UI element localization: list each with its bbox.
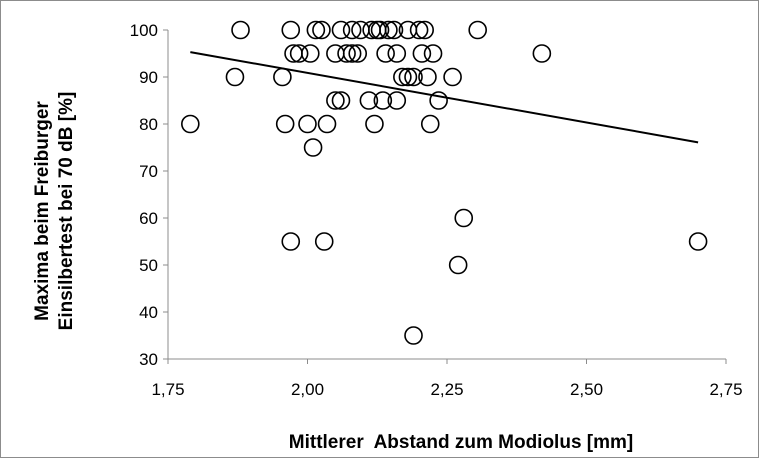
y-tick-label: 100 — [130, 21, 158, 40]
data-point — [225, 67, 245, 87]
y-ticks: 30 40 50 60 70 80 90 100 — [130, 21, 168, 369]
data-point — [281, 20, 301, 40]
data-point — [312, 20, 331, 40]
data-point — [393, 67, 412, 87]
data-point — [384, 20, 404, 40]
data-point — [448, 255, 468, 275]
data-point — [423, 44, 443, 63]
data-point — [443, 67, 462, 87]
data-point — [415, 20, 434, 40]
data-point — [306, 20, 326, 40]
y-tick-label: 80 — [139, 115, 158, 134]
data-point — [420, 114, 440, 134]
data-point — [409, 20, 429, 40]
y-axis-title: Maxima beim Freiburger Einsilbertest bei… — [32, 92, 77, 331]
data-point — [326, 91, 345, 110]
data-point — [337, 44, 356, 63]
data-point — [387, 44, 407, 63]
data-point — [688, 232, 708, 251]
data-point — [317, 114, 337, 134]
data-point — [468, 20, 487, 40]
axes — [167, 30, 726, 360]
data-point — [275, 114, 295, 134]
data-point — [331, 91, 351, 110]
data-point — [331, 20, 351, 40]
data-point — [373, 91, 393, 110]
data-point — [454, 208, 474, 228]
y-tick-label: 90 — [139, 68, 158, 87]
data-point — [181, 114, 200, 134]
data-point — [404, 326, 423, 345]
data-point — [387, 91, 407, 110]
data-point — [342, 44, 362, 63]
data-point — [281, 232, 301, 251]
data-point — [289, 44, 309, 63]
x-tick-label: 2,00 — [291, 380, 324, 399]
x-tick-label: 1,75 — [151, 380, 184, 399]
data-point — [365, 114, 384, 134]
data-point — [418, 67, 437, 87]
y-tick-label: 30 — [139, 350, 158, 369]
data-point — [314, 232, 334, 251]
x-axis-title: Mittlerer Abstand zum Modiolus [mm] — [289, 432, 633, 453]
data-point — [404, 67, 423, 87]
data-point — [342, 20, 362, 40]
data-point — [429, 91, 448, 110]
y-axis-title-line2: Einsilbertest bei 70 dB [%] — [56, 92, 77, 331]
x-tick-label: 2,25 — [430, 380, 463, 399]
y-tick-label: 50 — [139, 256, 158, 275]
x-tick-label: 2,50 — [570, 380, 603, 399]
data-point — [359, 91, 379, 110]
data-point — [300, 44, 320, 63]
data-point — [379, 20, 398, 40]
data-point — [376, 44, 395, 63]
data-point — [412, 44, 432, 63]
data-point — [298, 114, 317, 134]
data-point — [370, 20, 390, 40]
x-ticks: 1,75 2,00 2,25 2,50 2,75 — [151, 359, 743, 399]
data-point — [348, 44, 368, 63]
y-tick-label: 40 — [139, 303, 158, 322]
data-point — [398, 67, 418, 87]
y-tick-label: 60 — [139, 209, 158, 228]
y-axis-title-line1: Maxima beim Freiburger — [32, 101, 53, 321]
data-point — [231, 20, 250, 40]
y-tick-label: 70 — [139, 162, 158, 181]
x-tick-label: 2,75 — [709, 380, 742, 399]
data-point — [532, 44, 552, 63]
data-point — [273, 67, 292, 87]
data-point — [303, 138, 323, 157]
trendline — [190, 51, 699, 144]
data-points — [181, 20, 708, 345]
